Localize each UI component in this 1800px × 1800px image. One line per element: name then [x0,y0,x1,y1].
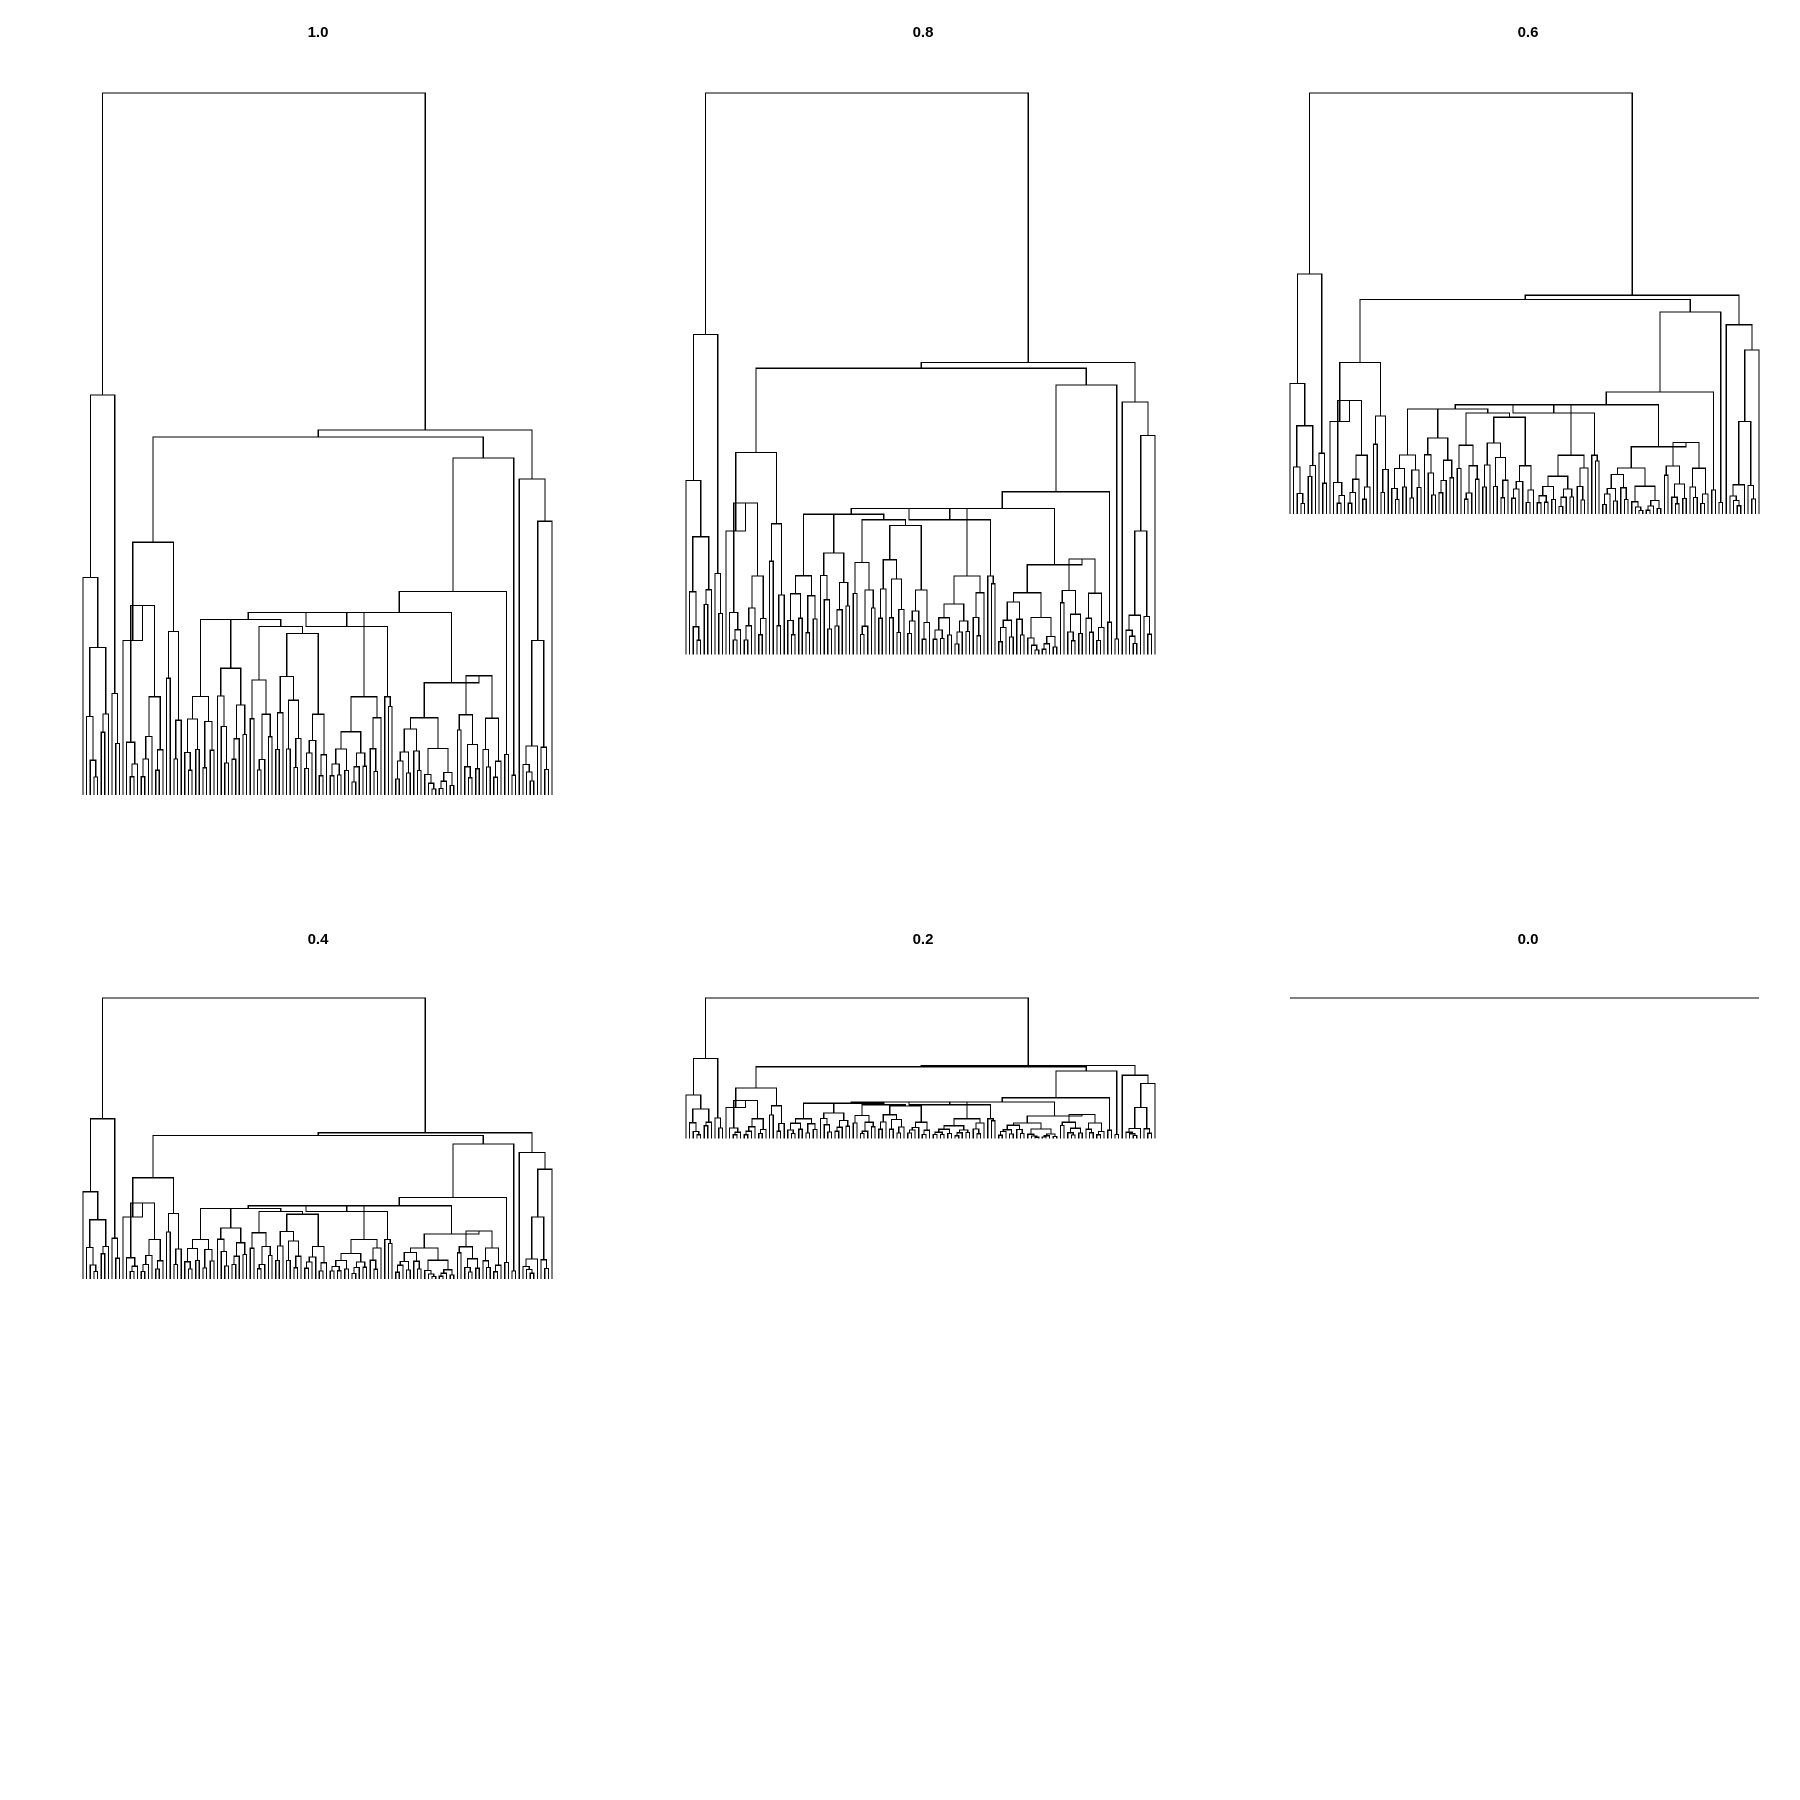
panel-1-dendrogram [82,92,553,795]
dendrogram-branches [685,92,1156,655]
panel-4-title: 0.4 [308,931,330,948]
dendrogram-branches [1289,92,1760,515]
panel-1: 1.0 [82,24,553,795]
panel-5-title: 0.2 [913,931,934,948]
panel-4: 0.4 [82,931,553,1279]
panel-3-dendrogram [1289,92,1760,515]
panel-3-title: 0.6 [1518,24,1539,41]
panel-5-dendrogram [685,997,1156,1139]
panel-2: 0.8 [685,24,1156,655]
panel-4-dendrogram [82,997,553,1279]
panel-6: 0.0 [1290,931,1759,999]
dendrogram-branches [82,92,553,795]
panel-5: 0.2 [685,931,1156,1139]
dendrogram-branches [685,997,1156,1139]
dendrogram-branches [82,997,553,1279]
panel-2-title: 0.8 [913,24,934,41]
panel-1-title: 1.0 [308,24,329,41]
panel-3: 0.6 [1289,24,1760,515]
panel-6-title: 0.0 [1518,931,1539,948]
panel-2-dendrogram [685,92,1156,655]
